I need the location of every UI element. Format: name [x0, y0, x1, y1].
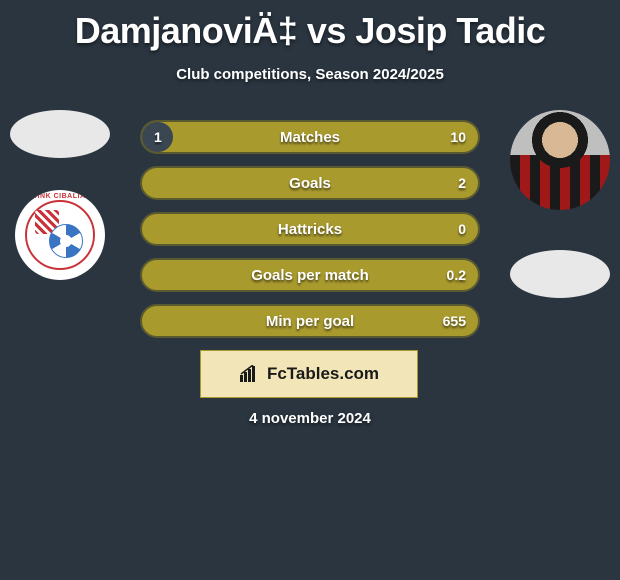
stat-label: Hattricks [142, 221, 478, 238]
left-club-badge: HNK CIBALIA [15, 190, 105, 280]
right-club-badge-placeholder [510, 250, 610, 298]
stat-bar: Goals per match 0.2 [140, 258, 480, 292]
stat-right-value: 2 [458, 175, 466, 191]
left-player-photo-placeholder [10, 110, 110, 158]
club-badge-icon [25, 200, 95, 270]
stat-right-value: 0.2 [447, 267, 466, 283]
left-player-column: HNK CIBALIA [10, 110, 110, 280]
stat-bar: 1 Matches 10 [140, 120, 480, 154]
stat-label: Matches [142, 129, 478, 146]
brand-badge[interactable]: FcTables.com [200, 350, 418, 398]
right-player-photo [510, 110, 610, 210]
stat-bar: Goals 2 [140, 166, 480, 200]
subtitle: Club competitions, Season 2024/2025 [0, 66, 620, 83]
stat-right-value: 10 [450, 129, 466, 145]
stat-right-value: 0 [458, 221, 466, 237]
stat-label: Min per goal [142, 313, 478, 330]
right-player-column [510, 110, 610, 298]
date-label: 4 november 2024 [0, 410, 620, 427]
bar-chart-icon [239, 365, 261, 383]
stat-right-value: 655 [443, 313, 466, 329]
page-title: DamjanoviÄ‡ vs Josip Tadic [0, 0, 620, 52]
brand-text: FcTables.com [267, 364, 379, 384]
stat-bar: Hattricks 0 [140, 212, 480, 246]
stat-bar: Min per goal 655 [140, 304, 480, 338]
stat-label: Goals [142, 175, 478, 192]
stats-bars: 1 Matches 10 Goals 2 Hattricks 0 Goals p… [140, 120, 480, 350]
club-badge-text: HNK CIBALIA [15, 193, 105, 200]
stat-label: Goals per match [142, 267, 478, 284]
